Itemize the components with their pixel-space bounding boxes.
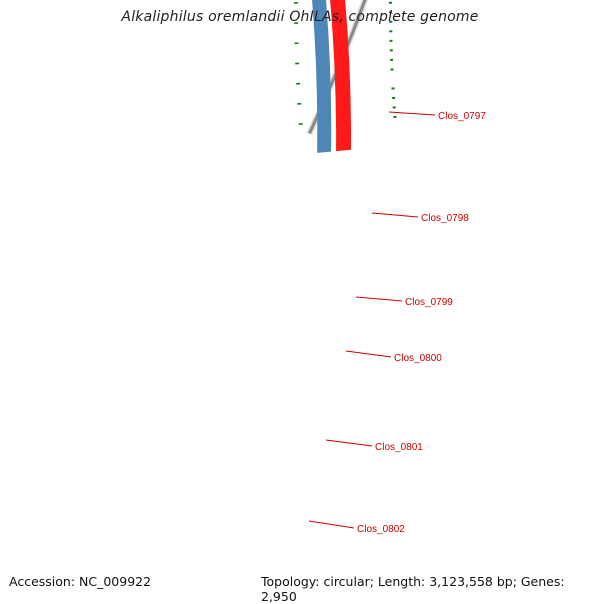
gene-label: Clos_0802 xyxy=(357,524,405,535)
gene-label: Clos_0799 xyxy=(405,297,453,308)
gene-leader-line xyxy=(372,213,418,217)
gene-leader-line xyxy=(326,440,372,446)
gene-label: Clos_0801 xyxy=(375,442,423,453)
gene-leader-line xyxy=(356,297,402,301)
map-title: Alkaliphilus oremlandii OhILAs, complete… xyxy=(0,9,600,25)
gene-leader-line xyxy=(389,112,435,115)
gene-leader-line xyxy=(346,351,391,357)
gene-label: Clos_0800 xyxy=(394,353,442,364)
gene-leader-line xyxy=(309,521,354,528)
gene-label: Clos_0798 xyxy=(421,213,469,224)
accession-text: Accession: NC_009922 xyxy=(9,574,151,589)
gene-label: Clos_0797 xyxy=(438,111,486,122)
